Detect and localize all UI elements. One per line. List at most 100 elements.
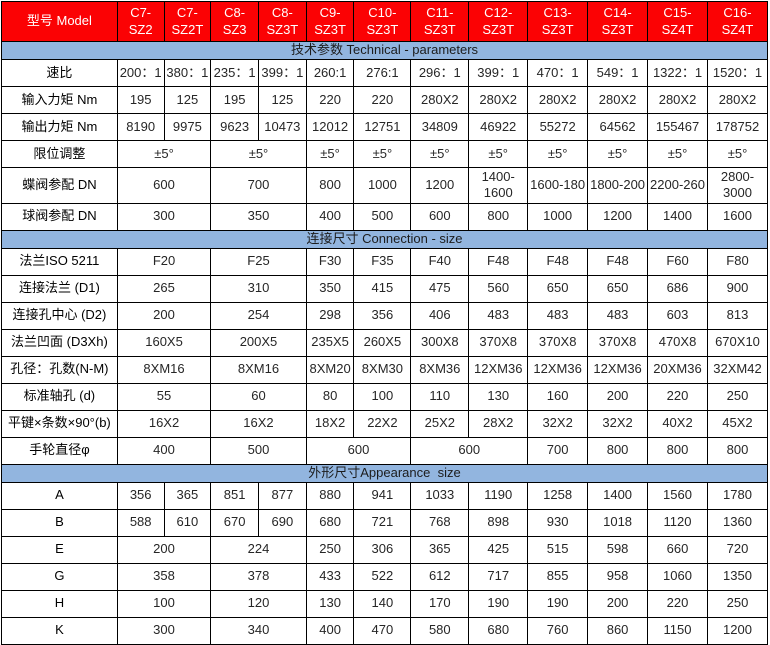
table-cell: 399：1 bbox=[257, 59, 307, 87]
table-cell: 1120 bbox=[647, 508, 708, 537]
table-cell: 680 bbox=[468, 616, 529, 645]
table-cell: ±5° bbox=[116, 140, 212, 168]
table-cell: 190 bbox=[527, 589, 589, 618]
table-cell: 195 bbox=[116, 86, 165, 114]
table-cell: 8XM16 bbox=[116, 355, 212, 384]
table-cell: 958 bbox=[587, 562, 649, 591]
table-cell: 80 bbox=[305, 382, 355, 411]
table-cell: 1400-1600 bbox=[468, 167, 529, 204]
table-cell: 365 bbox=[163, 481, 212, 510]
row-label: E bbox=[1, 535, 118, 564]
table-cell: 549：1 bbox=[587, 59, 649, 87]
table-cell: 224 bbox=[210, 535, 307, 564]
table-cell: 306 bbox=[353, 535, 412, 564]
table-cell: ±5° bbox=[410, 140, 470, 168]
table-row: A 356 365 851 877 880 941 1033 1190 1258 1400 1560 1… bbox=[1, 481, 769, 510]
table-cell: 930 bbox=[527, 508, 589, 537]
table-cell: ±5° bbox=[353, 140, 412, 168]
row-label: 输出力矩 Nm bbox=[1, 113, 118, 141]
table-row: 球阀参配 DN 300 350 400 500 600 800 1000 1200 1400 160… bbox=[1, 202, 769, 231]
table-cell: 1600-180 bbox=[527, 167, 589, 204]
table-cell: 276:1 bbox=[353, 59, 412, 87]
model-header-label: 型号 Model bbox=[1, 1, 118, 42]
table-cell: ±5° bbox=[647, 140, 708, 168]
table-cell: 1000 bbox=[353, 167, 412, 204]
table-cell: 200 bbox=[116, 535, 212, 564]
table-cell: 220 bbox=[647, 382, 708, 411]
row-label: 手轮直径φ bbox=[1, 436, 118, 465]
table-cell: 400 bbox=[305, 202, 355, 231]
table-cell: 298 bbox=[305, 301, 355, 330]
table-cell: 580 bbox=[410, 616, 470, 645]
table-cell: 140 bbox=[353, 589, 412, 618]
table-cell: 898 bbox=[468, 508, 529, 537]
table-cell: 1400 bbox=[647, 202, 708, 231]
table-cell: 406 bbox=[410, 301, 470, 330]
table-cell: 378 bbox=[210, 562, 307, 591]
row-label: 球阀参配 DN bbox=[1, 202, 118, 231]
table-cell: 300 bbox=[116, 616, 212, 645]
table-cell: F48 bbox=[527, 247, 589, 276]
table-cell: 130 bbox=[468, 382, 529, 411]
table-cell: F25 bbox=[210, 247, 307, 276]
section-header: 技术参数 Technical - parameters bbox=[1, 41, 768, 60]
table-cell: 1322：1 bbox=[647, 59, 708, 87]
row-label: K bbox=[1, 616, 118, 645]
table-cell: 250 bbox=[706, 589, 769, 618]
table-cell: 110 bbox=[410, 382, 470, 411]
table-cell: 365 bbox=[410, 535, 470, 564]
table-cell: 851 bbox=[210, 481, 259, 510]
table-cell: 2800-3000 bbox=[706, 167, 769, 204]
table-cell: 45X2 bbox=[706, 409, 769, 438]
table-cell: 1200 bbox=[706, 616, 769, 645]
table-cell: 190 bbox=[468, 589, 529, 618]
table-cell: 1560 bbox=[647, 481, 708, 510]
table-cell: 296：1 bbox=[410, 59, 470, 87]
table-cell: 250 bbox=[305, 535, 355, 564]
table-cell: 100 bbox=[116, 589, 212, 618]
table-cell: 34809 bbox=[410, 113, 470, 141]
row-label: 速比 bbox=[1, 59, 118, 87]
table-cell: 650 bbox=[527, 274, 589, 303]
model-header-cell: C9-SZ3T bbox=[305, 1, 355, 42]
table-cell: 280X2 bbox=[468, 86, 529, 114]
table-cell: 470X8 bbox=[647, 328, 708, 357]
table-row: 连接法兰 (D1) 265 310 350 415 475 560 650 650 686 900 bbox=[1, 274, 769, 303]
table-cell: 9975 bbox=[163, 113, 212, 141]
table-cell: 560 bbox=[468, 274, 529, 303]
table-cell: 370X8 bbox=[468, 328, 529, 357]
table-cell: 860 bbox=[587, 616, 649, 645]
table-cell: 25X2 bbox=[410, 409, 470, 438]
model-header-cell: C8-SZ3 bbox=[210, 1, 259, 42]
table-cell: ±5° bbox=[706, 140, 769, 168]
table-cell: 588 bbox=[116, 508, 165, 537]
table-cell: 200 bbox=[116, 301, 212, 330]
row-label: 蝶阀参配 DN bbox=[1, 167, 118, 204]
table-cell: 235：1 bbox=[210, 59, 259, 87]
table-cell: 370X8 bbox=[527, 328, 589, 357]
table-cell: ±5° bbox=[527, 140, 589, 168]
table-cell: 680 bbox=[305, 508, 355, 537]
table-cell: 700 bbox=[527, 436, 589, 465]
table-row: K 300 340 400 470 580 680 760 860 1150 1200 bbox=[1, 616, 769, 645]
table-cell: 400 bbox=[305, 616, 355, 645]
model-header-cell: C16-SZ4T bbox=[706, 1, 769, 42]
table-cell: 1000 bbox=[527, 202, 589, 231]
row-label: G bbox=[1, 562, 118, 591]
table-cell: 100 bbox=[353, 382, 412, 411]
table-cell: 610 bbox=[163, 508, 212, 537]
table-cell: 603 bbox=[647, 301, 708, 330]
table-cell: 1033 bbox=[410, 481, 470, 510]
table-cell: 600 bbox=[305, 436, 412, 465]
table-cell: 18X2 bbox=[305, 409, 355, 438]
table-cell: 260:1 bbox=[305, 59, 355, 87]
table-cell: 265 bbox=[116, 274, 212, 303]
model-header-cell: C10-SZ3T bbox=[353, 1, 412, 42]
table-cell: 600 bbox=[410, 436, 529, 465]
table-cell: 500 bbox=[353, 202, 412, 231]
table-cell: 800 bbox=[587, 436, 649, 465]
model-header-cell: C12-SZ3T bbox=[468, 1, 529, 42]
section-header-row: 外形尺寸Appearance size bbox=[1, 463, 768, 483]
table-cell: 12XM36 bbox=[527, 355, 589, 384]
